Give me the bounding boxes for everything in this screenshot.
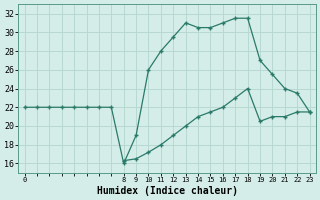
X-axis label: Humidex (Indice chaleur): Humidex (Indice chaleur)	[97, 186, 237, 196]
